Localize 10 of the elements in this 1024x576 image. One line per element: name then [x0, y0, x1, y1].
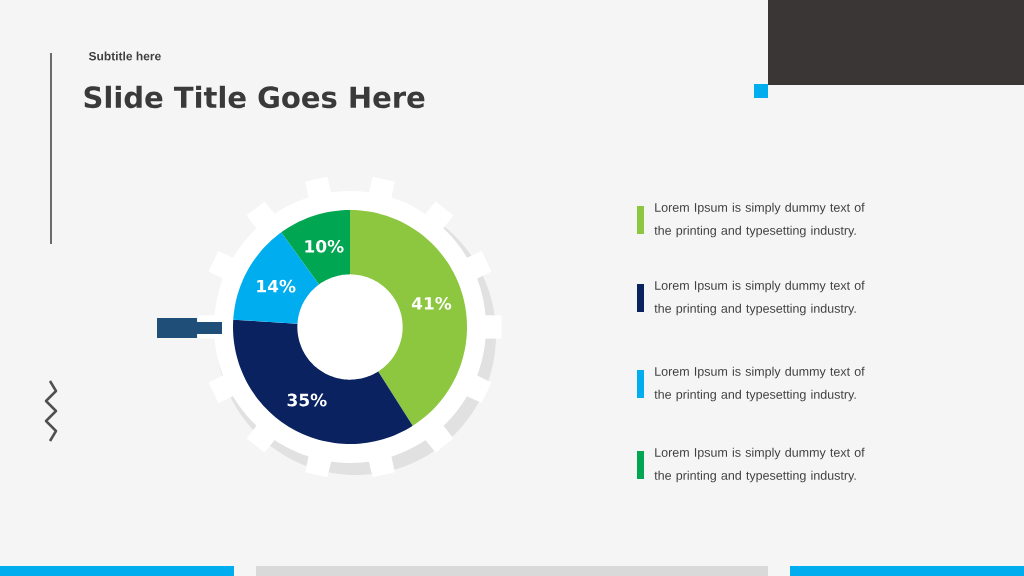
legend-label: Lorem Ipsum is simply dummy text of the printing and typesetting industry. — [654, 447, 865, 483]
data-label: 35% — [287, 393, 327, 407]
chart-title: Slide Title Goes Here — [84, 85, 425, 109]
legend-label: Lorem Ipsum is simply dummy text of the printing and typesetting industry. — [654, 202, 865, 238]
data-label: 41% — [411, 296, 452, 310]
legend-label: Lorem Ipsum is simply dummy text of the printing and typesetting industry. — [654, 366, 865, 402]
text: Subtitle here — [88, 51, 161, 61]
data-label: 10% — [305, 239, 344, 253]
data-label: 14% — [257, 279, 296, 293]
legend-label: Lorem Ipsum is simply dummy text of the printing and typesetting industry. — [654, 280, 865, 316]
